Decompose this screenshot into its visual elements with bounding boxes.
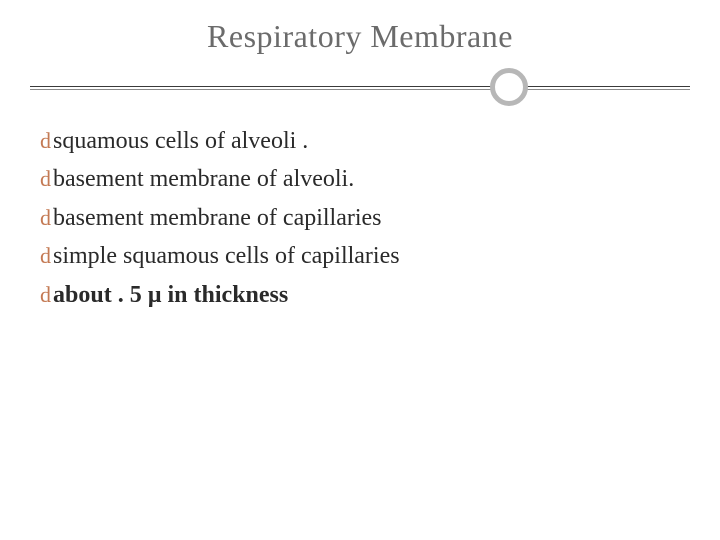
bullet-icon: d bbox=[40, 282, 51, 308]
slide-title: Respiratory Membrane bbox=[0, 18, 720, 55]
content-area: d squamous cells of alveoli . d basement… bbox=[40, 125, 680, 317]
bullet-icon: d bbox=[40, 128, 51, 154]
list-item: d basement membrane of alveoli. bbox=[40, 163, 680, 195]
list-item-text: basement membrane of capillaries bbox=[53, 202, 382, 234]
bullet-icon: d bbox=[40, 205, 51, 231]
slide-container: Respiratory Membrane d squamous cells of… bbox=[0, 0, 720, 540]
horizontal-rule bbox=[30, 86, 690, 90]
list-item-text: about . 5 µ in thickness bbox=[53, 279, 288, 311]
list-item: d about . 5 µ in thickness bbox=[40, 279, 680, 311]
list-item: d simple squamous cells of capillaries bbox=[40, 240, 680, 272]
circle-ornament-icon bbox=[490, 68, 528, 106]
bullet-icon: d bbox=[40, 243, 51, 269]
title-area: Respiratory Membrane bbox=[0, 18, 720, 55]
list-item: d squamous cells of alveoli . bbox=[40, 125, 680, 157]
bullet-icon: d bbox=[40, 166, 51, 192]
rule-top bbox=[30, 86, 690, 87]
rule-bottom bbox=[30, 89, 690, 90]
list-item-text: basement membrane of alveoli. bbox=[53, 163, 354, 195]
list-item: d basement membrane of capillaries bbox=[40, 202, 680, 234]
list-item-text: squamous cells of alveoli . bbox=[53, 125, 308, 157]
list-item-text: simple squamous cells of capillaries bbox=[53, 240, 400, 272]
